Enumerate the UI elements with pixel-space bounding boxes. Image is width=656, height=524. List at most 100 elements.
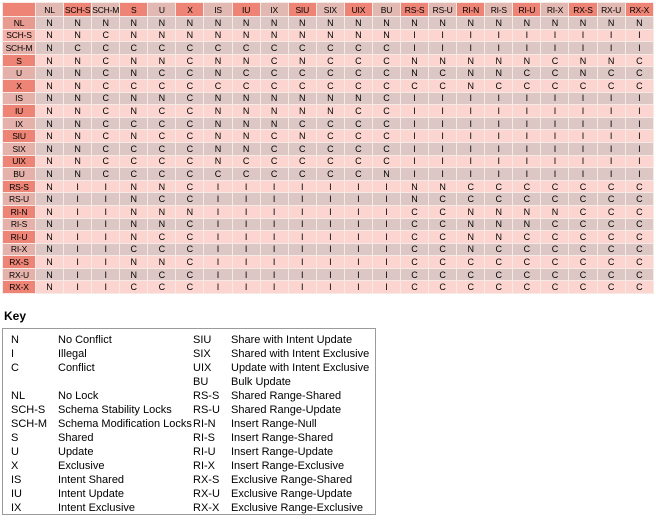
key-abbr: C: [11, 362, 19, 374]
matrix-cell-iu-sch-s: N: [63, 104, 93, 118]
matrix-cell-s-rs-s: N: [400, 53, 430, 68]
matrix-cell-iu-ix: N: [259, 104, 289, 118]
key-desc: Insert Range-Exclusive: [231, 460, 345, 472]
key-desc: Exclusive Range-Exclusive: [231, 502, 364, 514]
matrix-cell-rx-s-rx-u: C: [596, 255, 626, 269]
matrix-cell-rs-u-six: I: [315, 192, 345, 206]
matrix-cell-sch-m-rs-u: I: [428, 41, 458, 55]
matrix-row-rs-s: RS-S N I I N N C I I I I I I I N N C C C C C C C: [2, 179, 655, 194]
key-abbr: S: [11, 432, 19, 444]
matrix-cell-s-nl: N: [34, 53, 65, 68]
matrix-cell-s-rx-u: N: [596, 53, 626, 68]
matrix-cell-x-nl: N: [34, 78, 65, 93]
matrix-cell-rx-u-rx-x: C: [624, 267, 655, 282]
key-entry-nl: NL No Lock: [11, 389, 191, 403]
matrix-cell-ri-n-rx-u: C: [596, 204, 626, 219]
matrix-cell-ix-rs-u: I: [428, 116, 458, 131]
matrix-cell-six-ri-n: I: [456, 141, 486, 156]
matrix-cell-iu-rx-s: I: [568, 104, 598, 118]
matrix-cell-rs-u-rx-s: C: [568, 192, 598, 206]
matrix-cell-ix-s: C: [119, 116, 149, 131]
key-abbr: BU: [193, 376, 209, 388]
key-desc: Exclusive Range-Shared: [231, 474, 353, 486]
matrix-cell-bu-nl: N: [34, 167, 65, 181]
matrix-row-rs-u: RS-U N I I N C C I I I I I I I N C C C C C C C C: [2, 192, 655, 206]
key-entry-iu: IU Intent Update: [11, 487, 191, 501]
matrix-cell-rx-x-ix: I: [259, 280, 289, 295]
matrix-cell-rs-s-nl: N: [34, 179, 65, 194]
matrix-cell-rx-x-is: I: [203, 280, 233, 295]
key-entry-ri-s: RI-S Insert Range-Shared: [193, 431, 375, 445]
matrix-cell-ri-x-nl: N: [34, 242, 65, 257]
matrix-cell-sch-m-s: C: [119, 41, 149, 55]
matrix-cell-siu-x: C: [175, 129, 205, 143]
matrix-cell-nl-rx-s: N: [568, 16, 598, 30]
column-header-ri-x: RI-X: [540, 2, 570, 17]
matrix-cell-rs-u-rx-u: C: [596, 192, 626, 206]
matrix-cell-bu-is: C: [203, 167, 233, 181]
matrix-cell-six-bu: C: [371, 141, 402, 156]
matrix-cell-ri-n-ri-n: N: [456, 204, 486, 219]
matrix-cell-is-ri-x: I: [540, 91, 570, 106]
matrix-cell-bu-rs-u: I: [428, 167, 458, 181]
matrix-cell-u-ri-x: C: [540, 66, 570, 80]
key-abbr: IX: [11, 502, 22, 514]
matrix-cell-x-bu: C: [371, 78, 402, 93]
matrix-cell-ri-s-ri-x: C: [540, 217, 570, 232]
matrix-cell-ri-u-is: I: [203, 230, 233, 244]
row-header-rs-s: RS-S: [2, 179, 36, 194]
matrix-cell-is-bu: C: [371, 91, 402, 106]
matrix-cell-sch-s-x: N: [175, 28, 205, 43]
matrix-cell-uix-ri-s: I: [484, 154, 514, 169]
matrix-cell-u-u: C: [147, 66, 177, 80]
matrix-cell-nl-s: N: [119, 16, 149, 30]
key-entry-is: IS Intent Shared: [11, 473, 191, 487]
matrix-cell-x-x: C: [175, 78, 205, 93]
matrix-cell-nl-rx-x: N: [624, 16, 655, 30]
matrix-cell-six-x: C: [175, 141, 205, 156]
matrix-cell-rs-s-rx-x: C: [624, 179, 655, 194]
key-desc: Update: [58, 446, 94, 458]
matrix-cell-bu-ri-s: I: [484, 167, 514, 181]
matrix-cell-iu-six: N: [315, 104, 345, 118]
matrix-cell-bu-rx-s: I: [568, 167, 598, 181]
matrix-cell-ri-n-nl: N: [34, 204, 65, 219]
matrix-cell-rx-s-uix: I: [343, 255, 373, 269]
matrix-cell-rs-s-iu: I: [231, 179, 261, 194]
matrix-cell-is-ix: N: [259, 91, 289, 106]
key-desc: No Lock: [58, 390, 99, 402]
matrix-cell-rx-s-ri-u: C: [512, 255, 542, 269]
matrix-cell-ri-s-rs-s: C: [400, 217, 430, 232]
matrix-cell-ri-x-ix: I: [259, 242, 289, 257]
matrix-cell-uix-is: N: [203, 154, 233, 169]
matrix-cell-sch-s-ri-u: I: [512, 28, 542, 43]
matrix-cell-uix-ri-x: I: [540, 154, 570, 169]
matrix-cell-siu-sch-m: C: [91, 129, 121, 143]
matrix-cell-s-rs-u: N: [428, 53, 458, 68]
matrix-cell-nl-bu: N: [371, 16, 402, 30]
matrix-cell-rx-x-rx-u: C: [596, 280, 626, 295]
matrix-cell-six-ri-u: I: [512, 141, 542, 156]
matrix-cell-rx-x-ri-s: C: [484, 280, 514, 295]
matrix-cell-rs-u-s: N: [119, 192, 149, 206]
matrix-cell-bu-bu: N: [371, 167, 402, 181]
row-header-bu: BU: [2, 167, 36, 181]
matrix-cell-rx-s-iu: I: [231, 255, 261, 269]
matrix-cell-nl-ri-x: N: [540, 16, 570, 30]
matrix-cell-x-sch-m: C: [91, 78, 121, 93]
matrix-cell-bu-sch-s: N: [63, 167, 93, 181]
matrix-cell-rs-s-is: I: [203, 179, 233, 194]
column-header-ri-u: RI-U: [512, 2, 542, 17]
matrix-cell-is-rs-u: I: [428, 91, 458, 106]
key-desc: Intent Update: [58, 488, 125, 500]
matrix-cell-rs-u-nl: N: [34, 192, 65, 206]
key-desc: Shared with Intent Exclusive: [231, 348, 370, 360]
matrix-cell-ri-n-iu: I: [231, 204, 261, 219]
key-entry-s: S Shared: [11, 431, 191, 445]
matrix-cell-sch-m-x: C: [175, 41, 205, 55]
matrix-cell-ri-n-ri-u: N: [512, 204, 542, 219]
column-header-ri-n: RI-N: [456, 2, 486, 17]
matrix-cell-u-six: C: [315, 66, 345, 80]
matrix-cell-rx-s-ix: I: [259, 255, 289, 269]
matrix-cell-rx-x-ri-u: C: [512, 280, 542, 295]
